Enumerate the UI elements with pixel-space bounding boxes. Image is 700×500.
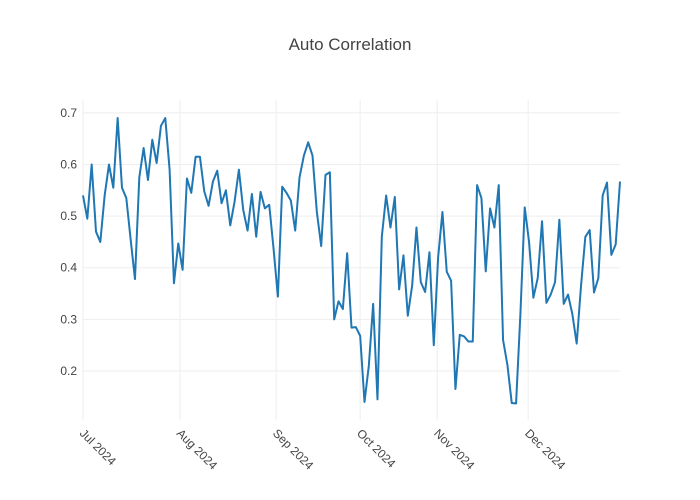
x-tick-label: Jul 2024 [77,426,119,468]
y-tick-label: 0.5 [60,209,77,223]
y-tick-label: 0.6 [60,158,77,172]
x-tick-label: Nov 2024 [431,426,477,472]
y-tick-label: 0.4 [60,261,77,275]
y-tick-label: 0.7 [60,106,77,120]
x-tick-label: Oct 2024 [354,426,399,471]
y-tick-label: 0.2 [60,364,77,378]
chart-title: Auto Correlation [289,35,412,54]
line [82,117,621,405]
x-tick-label: Dec 2024 [522,426,568,472]
x-tick-label: Sep 2024 [270,426,316,472]
y-tick-label: 0.3 [60,312,77,326]
x-tick-label: Aug 2024 [174,426,220,472]
